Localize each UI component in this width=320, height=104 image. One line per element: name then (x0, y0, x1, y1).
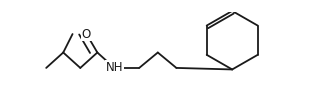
Text: NH: NH (106, 61, 123, 74)
Text: O: O (82, 28, 91, 41)
